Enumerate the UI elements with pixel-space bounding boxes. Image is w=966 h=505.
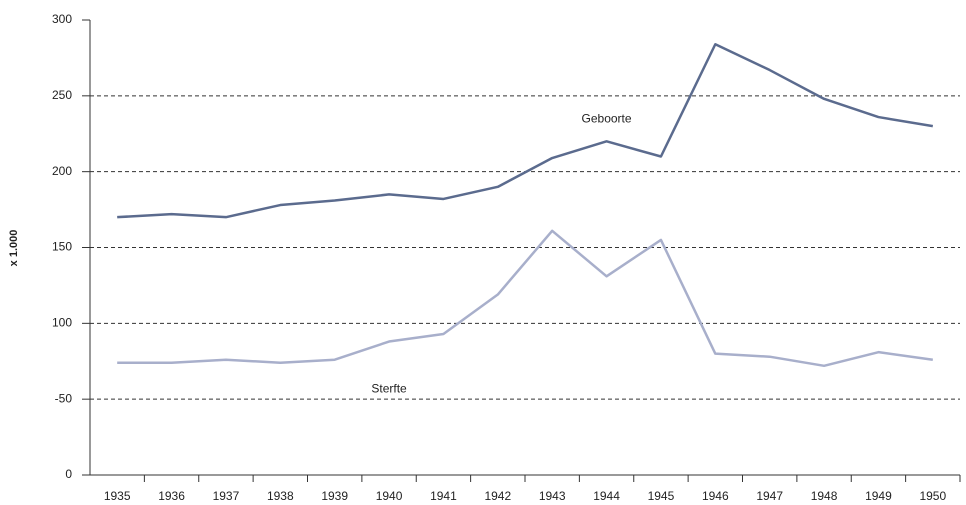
y-tick-label: 200 xyxy=(52,164,72,178)
x-tick-label: 1947 xyxy=(756,489,783,503)
x-tick-label: 1938 xyxy=(267,489,294,503)
y-tick-label: 100 xyxy=(52,316,72,330)
x-tick-label: 1941 xyxy=(430,489,457,503)
series-line xyxy=(117,43,934,219)
x-tick-label: 1943 xyxy=(539,489,566,503)
x-tick-label: 1944 xyxy=(593,489,620,503)
x-tick-label: 1939 xyxy=(321,489,348,503)
x-tick-label: 1937 xyxy=(213,489,240,503)
y-tick-label: -50 xyxy=(55,391,73,405)
series-line xyxy=(117,229,933,368)
y-tick-label: 0 xyxy=(65,467,72,481)
series-label: Geboorte xyxy=(582,112,632,126)
x-tick-label: 1936 xyxy=(158,489,185,503)
x-tick-label: 1935 xyxy=(104,489,131,503)
y-tick-label: 150 xyxy=(52,240,72,254)
x-tick-label: 1940 xyxy=(376,489,403,503)
y-tick-label: 300 xyxy=(52,12,72,26)
x-tick-label: 1948 xyxy=(811,489,838,503)
x-tick-label: 1950 xyxy=(919,489,946,503)
y-axis-label: x 1.000 xyxy=(8,230,20,267)
x-tick-label: 1945 xyxy=(648,489,675,503)
x-tick-label: 1942 xyxy=(484,489,511,503)
y-tick-label: 250 xyxy=(52,88,72,102)
series-label: Sterfte xyxy=(371,382,407,396)
x-tick-label: 1946 xyxy=(702,489,729,503)
x-tick-label: 1949 xyxy=(865,489,892,503)
